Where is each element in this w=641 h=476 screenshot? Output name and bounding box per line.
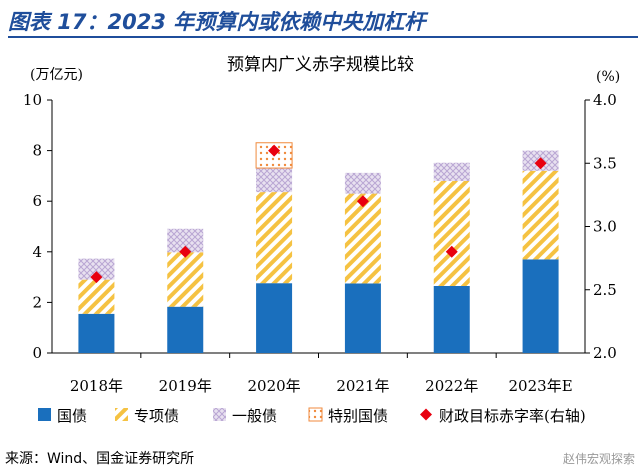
- left-axis-unit: (万亿元): [30, 67, 83, 83]
- legend-label: 特别国债: [328, 407, 388, 425]
- bar-segment: [167, 228, 204, 253]
- y2-tick-label: 2.0: [593, 344, 617, 362]
- bar-segment: [78, 279, 115, 314]
- y2-tick-label: 3.5: [593, 154, 617, 172]
- legend-swatch: [213, 408, 226, 421]
- x-tick-label: 2018年: [70, 377, 123, 395]
- deficit-ratio-marker: [534, 157, 547, 170]
- header-divider: [8, 36, 638, 38]
- figure-title: 图表 17：2023 年预算内或依赖中央加杠杆: [8, 10, 426, 34]
- bar-segment: [522, 259, 559, 353]
- y2-tick-label: 3.0: [593, 218, 617, 236]
- bar-segment: [433, 180, 470, 286]
- x-tick-label: 2021年: [336, 377, 389, 395]
- deficit-ratio-marker: [445, 245, 458, 258]
- y-tick-label: 4: [32, 243, 42, 261]
- deficit-ratio-marker: [268, 144, 281, 157]
- y-tick-label: 10: [23, 91, 42, 109]
- legend-swatch: [420, 408, 432, 421]
- bar-segment: [522, 170, 559, 260]
- bar-segment: [167, 306, 204, 353]
- deficit-ratio-marker: [356, 195, 369, 208]
- legend-label: 一般债: [232, 407, 277, 425]
- bar-segment: [344, 172, 381, 194]
- deficit-ratio-marker: [179, 245, 192, 258]
- x-tick-label: 2020年: [247, 377, 300, 395]
- bar-segment: [167, 252, 204, 307]
- bar-segment: [344, 283, 381, 353]
- watermark: 赵伟宏观探索: [562, 452, 635, 466]
- y-tick-label: 0: [32, 344, 42, 362]
- bar-segment: [433, 162, 470, 181]
- legend-label: 专项债: [134, 407, 179, 425]
- y-tick-label: 8: [32, 142, 42, 160]
- chart-title: 预算内广义赤字规模比较: [227, 55, 414, 75]
- legend-swatch: [308, 407, 323, 422]
- deficit-ratio-marker: [90, 271, 103, 284]
- legend-swatch: [38, 408, 51, 421]
- figure-header: 图表 17：2023 年预算内或依赖中央加杠杆: [8, 0, 638, 40]
- legend-swatch: [115, 408, 128, 421]
- bar-segment: [256, 283, 293, 353]
- y2-tick-label: 2.5: [593, 281, 617, 299]
- source-note: 来源：Wind、国金证券研究所: [5, 451, 195, 467]
- legend-label: 国债: [57, 407, 87, 425]
- x-tick-label: 2019年: [159, 377, 212, 395]
- y-tick-label: 6: [32, 192, 42, 210]
- legend-label: 财政目标赤字率(右轴): [439, 407, 586, 425]
- y-tick-label: 2: [32, 293, 42, 311]
- bar-segment: [256, 192, 293, 284]
- bar-segment: [433, 285, 470, 353]
- x-tick-label: 2022年: [425, 377, 478, 395]
- right-axis-unit: (%): [596, 69, 621, 85]
- bar-segment: [344, 193, 381, 284]
- bar-segment: [78, 313, 115, 353]
- bar-segment: [256, 168, 293, 193]
- y2-tick-label: 4.0: [593, 91, 617, 109]
- bar-segment: [78, 258, 115, 280]
- x-tick-label: 2023年E: [509, 377, 573, 395]
